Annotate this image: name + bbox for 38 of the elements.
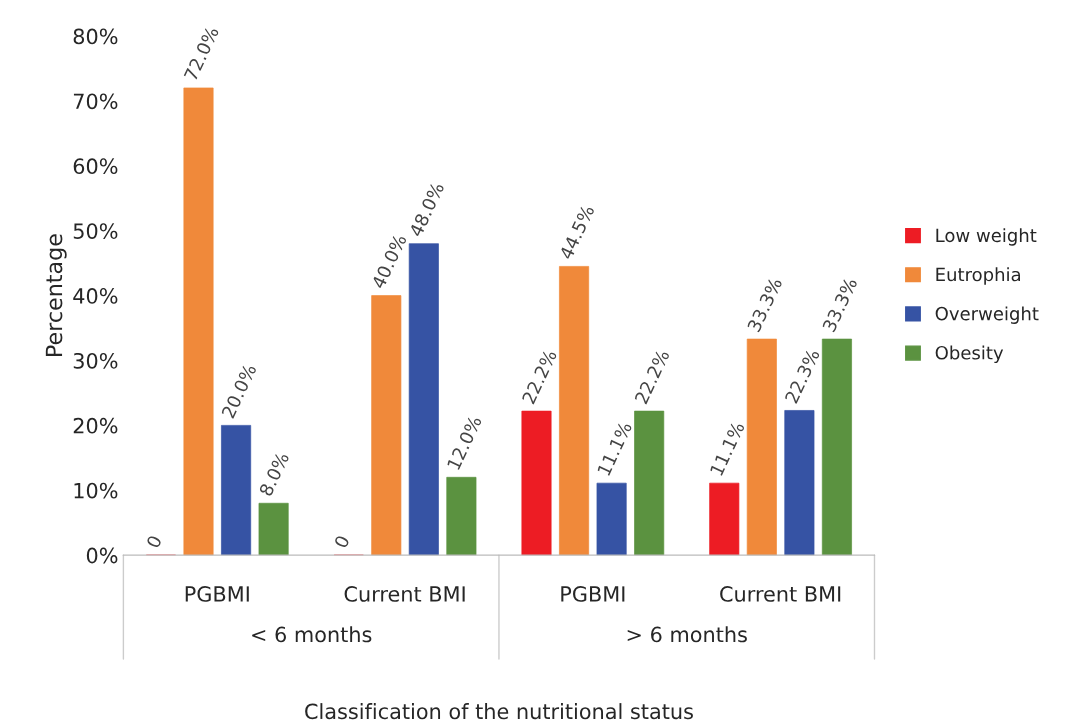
bar <box>709 482 740 556</box>
bar <box>521 410 552 556</box>
data-label: 8.0% <box>258 451 290 497</box>
legend-label: Obesity <box>935 345 1004 364</box>
bar <box>784 410 815 556</box>
y-tick-label: 10% <box>74 482 118 499</box>
x-tick-label: Current BMI <box>344 586 465 602</box>
bar <box>183 87 214 556</box>
x-axis-title: Classification of the nutritional status <box>305 703 693 720</box>
legend-label: Eutrophia <box>936 267 1020 285</box>
data-label: 0 <box>333 534 350 549</box>
text: < 6 months <box>252 626 372 643</box>
x-tick-label: Current BMI <box>720 586 841 602</box>
text: > 6 months <box>627 626 747 643</box>
bar <box>821 338 852 556</box>
legend-label: Overweight <box>935 306 1039 324</box>
bar <box>596 482 627 556</box>
bar <box>221 425 252 556</box>
bar <box>258 502 289 556</box>
x-tick-label: PGBMI <box>185 586 249 602</box>
bar <box>634 410 665 556</box>
y-tick-label: 80% <box>73 28 118 45</box>
bar <box>371 295 402 556</box>
legend-label: Low weight <box>936 228 1037 246</box>
y-tick-label: 30% <box>73 352 118 369</box>
bar <box>559 266 590 556</box>
y-tick-label: 60% <box>73 158 118 175</box>
y-tick-label: 50% <box>73 223 118 239</box>
y-tick-label: 70% <box>73 93 118 110</box>
y-tick-label: 40% <box>73 288 118 304</box>
y-tick-label: 0% <box>86 547 118 564</box>
data-label: 0 <box>145 534 163 549</box>
bar <box>446 476 477 556</box>
y-axis-title: Percentage <box>45 234 67 356</box>
x-tick-label: PGBMI <box>561 586 625 602</box>
bar <box>408 243 439 556</box>
y-tick-label: 20% <box>73 417 118 434</box>
bar <box>746 338 777 556</box>
